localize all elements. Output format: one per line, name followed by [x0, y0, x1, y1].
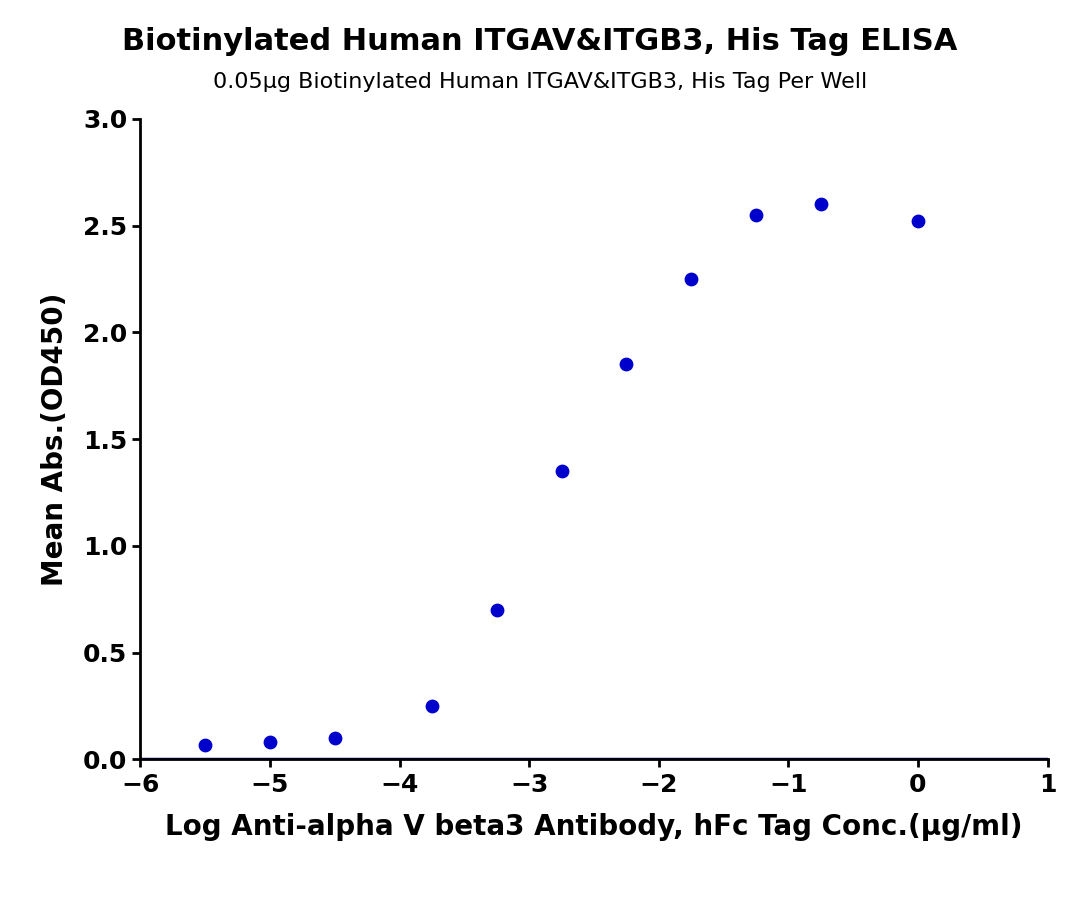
Point: [618, 357, 635, 371]
Point: [683, 272, 700, 286]
Point: [812, 197, 829, 211]
Text: 0.05μg Biotinylated Human ITGAV&ITGB3, His Tag Per Well: 0.05μg Biotinylated Human ITGAV&ITGB3, H…: [213, 72, 867, 92]
Point: [553, 464, 570, 479]
Point: [197, 737, 214, 752]
Point: [909, 214, 927, 229]
X-axis label: Log Anti-alpha V beta3 Antibody, hFc Tag Conc.(μg/ml): Log Anti-alpha V beta3 Antibody, hFc Tag…: [165, 813, 1023, 841]
Y-axis label: Mean Abs.(OD450): Mean Abs.(OD450): [41, 293, 69, 586]
Point: [261, 735, 279, 749]
Point: [747, 208, 765, 222]
Point: [326, 731, 343, 746]
Point: [488, 603, 505, 618]
Text: Biotinylated Human ITGAV&ITGB3, His Tag ELISA: Biotinylated Human ITGAV&ITGB3, His Tag …: [122, 27, 958, 57]
Point: [423, 699, 441, 714]
